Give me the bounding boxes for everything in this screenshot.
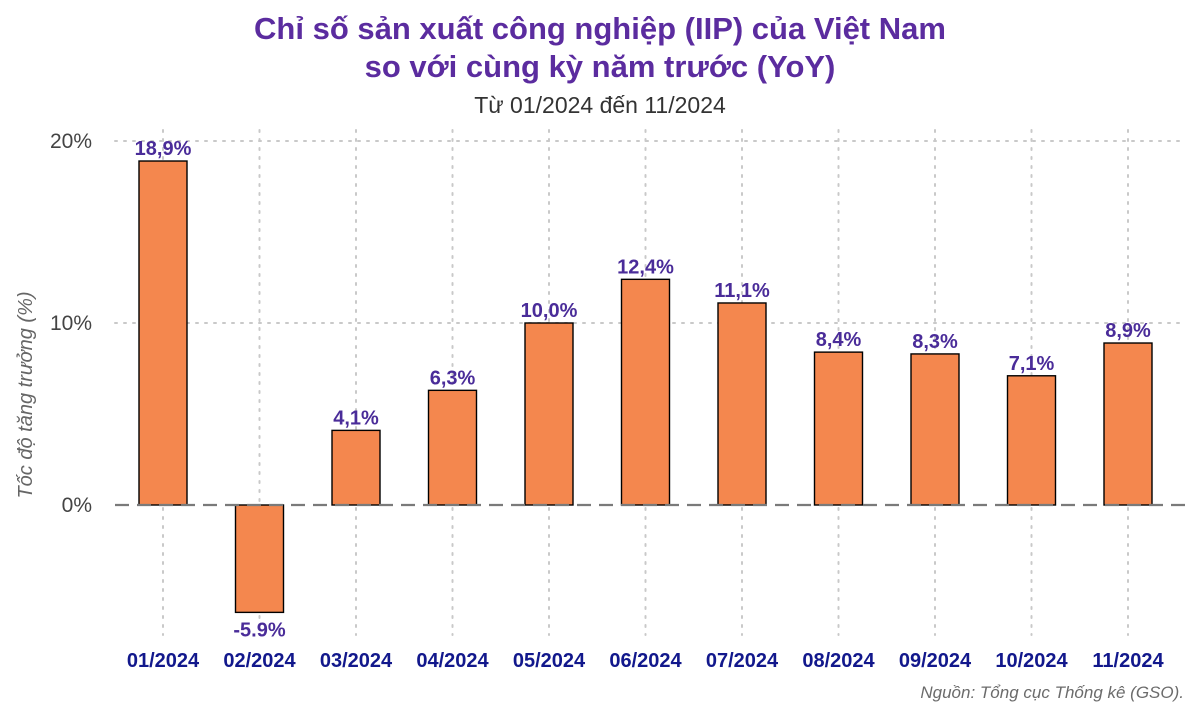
bar bbox=[717, 302, 767, 506]
data-label: 10,0% bbox=[521, 300, 578, 322]
data-label: 12,4% bbox=[617, 256, 674, 278]
bar bbox=[813, 351, 864, 506]
y-tick-label: 10% bbox=[50, 312, 92, 335]
chart-title-line-1: Chỉ số sản xuất công nghiệp (IIP) của Vi… bbox=[254, 11, 946, 46]
bar bbox=[234, 504, 285, 614]
data-label: 8,9% bbox=[1105, 320, 1151, 342]
x-tick-label: 02/2024 bbox=[223, 650, 296, 672]
x-tick-label: 08/2024 bbox=[802, 650, 875, 672]
data-label: 4,1% bbox=[333, 407, 379, 429]
x-tick-label: 01/2024 bbox=[127, 650, 200, 672]
bar bbox=[620, 278, 671, 506]
data-label: -5.9% bbox=[233, 619, 285, 641]
bar bbox=[910, 353, 960, 506]
x-tick-label: 06/2024 bbox=[609, 650, 682, 672]
bar bbox=[1103, 342, 1153, 506]
data-label: 8,4% bbox=[816, 329, 862, 351]
y-axis-label: Tốc độ tăng trưởng (%) bbox=[15, 291, 37, 498]
data-label: 8,3% bbox=[912, 331, 958, 353]
bar-layer bbox=[138, 160, 1153, 614]
chart-title-line-2: so với cùng kỳ năm trước (YoY) bbox=[364, 49, 836, 84]
x-tick-label: 05/2024 bbox=[513, 650, 586, 672]
data-label: 18,9% bbox=[135, 138, 192, 160]
source-note: Nguồn: Tổng cục Thống kê (GSO). bbox=[920, 683, 1184, 702]
x-tick-label: 10/2024 bbox=[995, 650, 1068, 672]
label-layer: 0% 10% 20% 18,9% 01/2024 -5.9% 02/2024 4,1% 03/2… bbox=[50, 130, 1164, 672]
x-tick-label: 07/2024 bbox=[706, 650, 779, 672]
x-tick-label: 11/2024 bbox=[1092, 650, 1164, 672]
data-label: 7,1% bbox=[1009, 353, 1055, 375]
y-tick-label: 0% bbox=[62, 494, 92, 517]
x-tick-label: 03/2024 bbox=[320, 650, 393, 672]
data-label: 11,1% bbox=[714, 280, 770, 302]
x-tick-label: 09/2024 bbox=[899, 650, 972, 672]
bar bbox=[524, 322, 574, 506]
x-tick-label: 04/2024 bbox=[416, 650, 489, 672]
bar bbox=[331, 429, 381, 506]
y-tick-label: 20% bbox=[50, 130, 92, 153]
bar bbox=[1006, 375, 1057, 506]
chart-subtitle: Từ 01/2024 đến 11/2024 bbox=[474, 92, 726, 118]
bar bbox=[138, 160, 188, 506]
bar bbox=[427, 389, 478, 506]
data-label: 6,3% bbox=[430, 367, 476, 389]
